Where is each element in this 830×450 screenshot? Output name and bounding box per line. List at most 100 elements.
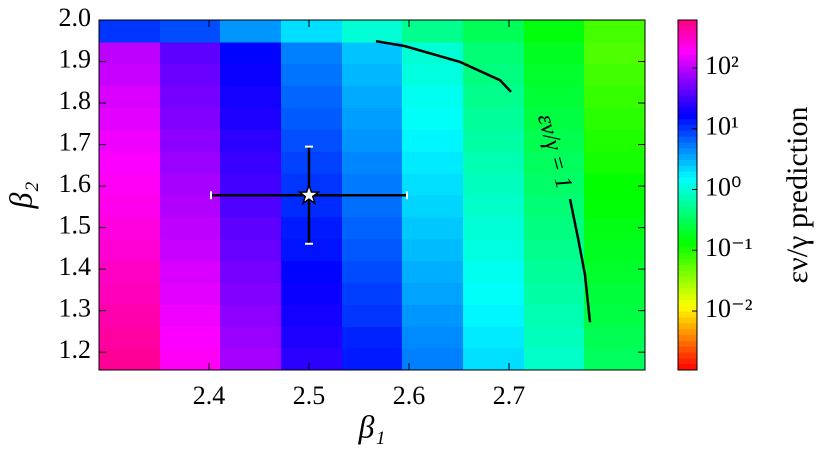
colorbar-segment (678, 60, 697, 68)
colorbar-segment (678, 113, 697, 120)
colorbar-segment (678, 311, 697, 318)
colorbar-segment (678, 288, 697, 295)
heat-cell (463, 260, 525, 283)
heat-cell (99, 85, 161, 109)
heat-cell (342, 304, 403, 327)
heat-cell (584, 42, 646, 65)
y-tick-label: 1.4 (59, 252, 92, 281)
colorbar-segment (678, 212, 697, 219)
heat-cell (281, 20, 343, 43)
heat-cell (220, 63, 282, 87)
heat-cell (584, 238, 646, 262)
heat-cell (160, 20, 221, 43)
heat-cell (99, 173, 161, 196)
heat-cell (342, 20, 403, 43)
heat-cell (99, 42, 161, 65)
heat-cell (342, 173, 403, 196)
heat-cell (342, 216, 403, 240)
colorbar-segment (678, 177, 697, 184)
heat-cell (524, 194, 585, 218)
heat-cell (99, 151, 161, 174)
colorbar-segment (678, 20, 697, 27)
colorbar-segment (678, 84, 697, 91)
colorbar-segment (678, 195, 697, 202)
heat-cell (281, 326, 343, 349)
heat-cell (281, 107, 343, 130)
heat-cell (463, 304, 525, 327)
heat-cell (463, 151, 525, 174)
heat-cell (220, 304, 282, 327)
colorbar-segment (678, 247, 697, 254)
heat-cell (99, 238, 161, 262)
heat-cell (160, 85, 221, 109)
heat-cell (524, 173, 585, 196)
y-tick-label: 1.3 (59, 294, 92, 323)
heat-cell (342, 85, 403, 109)
star-marker (297, 182, 321, 206)
heat-cell (281, 194, 343, 218)
y-tick-label: 1.8 (59, 86, 92, 115)
y-tick-label: 2.0 (59, 3, 92, 32)
plot-frame (98, 19, 646, 371)
colorbar-segment (678, 259, 697, 266)
colorbar-segment (678, 37, 697, 44)
heat-cell (584, 107, 646, 130)
heat-cell (584, 20, 646, 43)
heat-cell (160, 282, 221, 305)
colorbar-segment (678, 72, 697, 79)
heat-cell (402, 216, 464, 240)
heat-cell (220, 173, 282, 196)
contour-line (375, 39, 592, 323)
heat-cell (281, 304, 343, 327)
colorbar-segment (678, 218, 697, 225)
colorbar-segment (678, 183, 697, 190)
heat-cell (463, 20, 525, 43)
heat-cell (220, 260, 282, 283)
heat-cell (220, 238, 282, 262)
heat-cell (281, 260, 343, 283)
colorbar-segment (678, 165, 697, 173)
heat-cell (160, 194, 221, 218)
heat-cell (584, 347, 646, 371)
heat-cell (281, 347, 343, 371)
heat-cell (342, 63, 403, 87)
heat-cell (524, 216, 585, 240)
colorbar-segment (678, 340, 697, 348)
colorbar-segment (678, 130, 697, 138)
heat-cell (99, 216, 161, 240)
heat-cell (463, 129, 525, 152)
colorbar-segment (678, 142, 697, 149)
colorbar-segment (678, 49, 697, 56)
heat-cell (99, 347, 161, 371)
x-tick-label: 2.6 (393, 381, 426, 410)
y-tick-label: 1.6 (59, 169, 92, 198)
heat-cell (524, 260, 585, 283)
heat-cell (160, 304, 221, 327)
heat-cell (584, 282, 646, 305)
colorbar-segment (678, 352, 697, 359)
colorbar-segment (678, 43, 697, 50)
colorbar-segment (678, 55, 697, 62)
heat-cell (160, 173, 221, 196)
heat-cell (220, 85, 282, 109)
heat-cell (463, 85, 525, 109)
heat-cell (160, 326, 221, 349)
heat-cell (584, 326, 646, 349)
heat-cell (402, 20, 464, 43)
heat-cell (342, 151, 403, 174)
heat-cell (524, 107, 585, 130)
colorbar-segment (678, 294, 697, 301)
heat-cell (160, 42, 221, 65)
colorbar-segment (678, 335, 697, 342)
heat-cell (99, 282, 161, 305)
heat-cell (342, 42, 403, 65)
heat-cell (402, 194, 464, 218)
y-tick-label: 1.9 (59, 44, 92, 73)
heat-cell (342, 282, 403, 305)
heat-cell (584, 304, 646, 327)
heat-cell (584, 129, 646, 152)
heat-cell (584, 63, 646, 87)
heat-cell (342, 326, 403, 349)
